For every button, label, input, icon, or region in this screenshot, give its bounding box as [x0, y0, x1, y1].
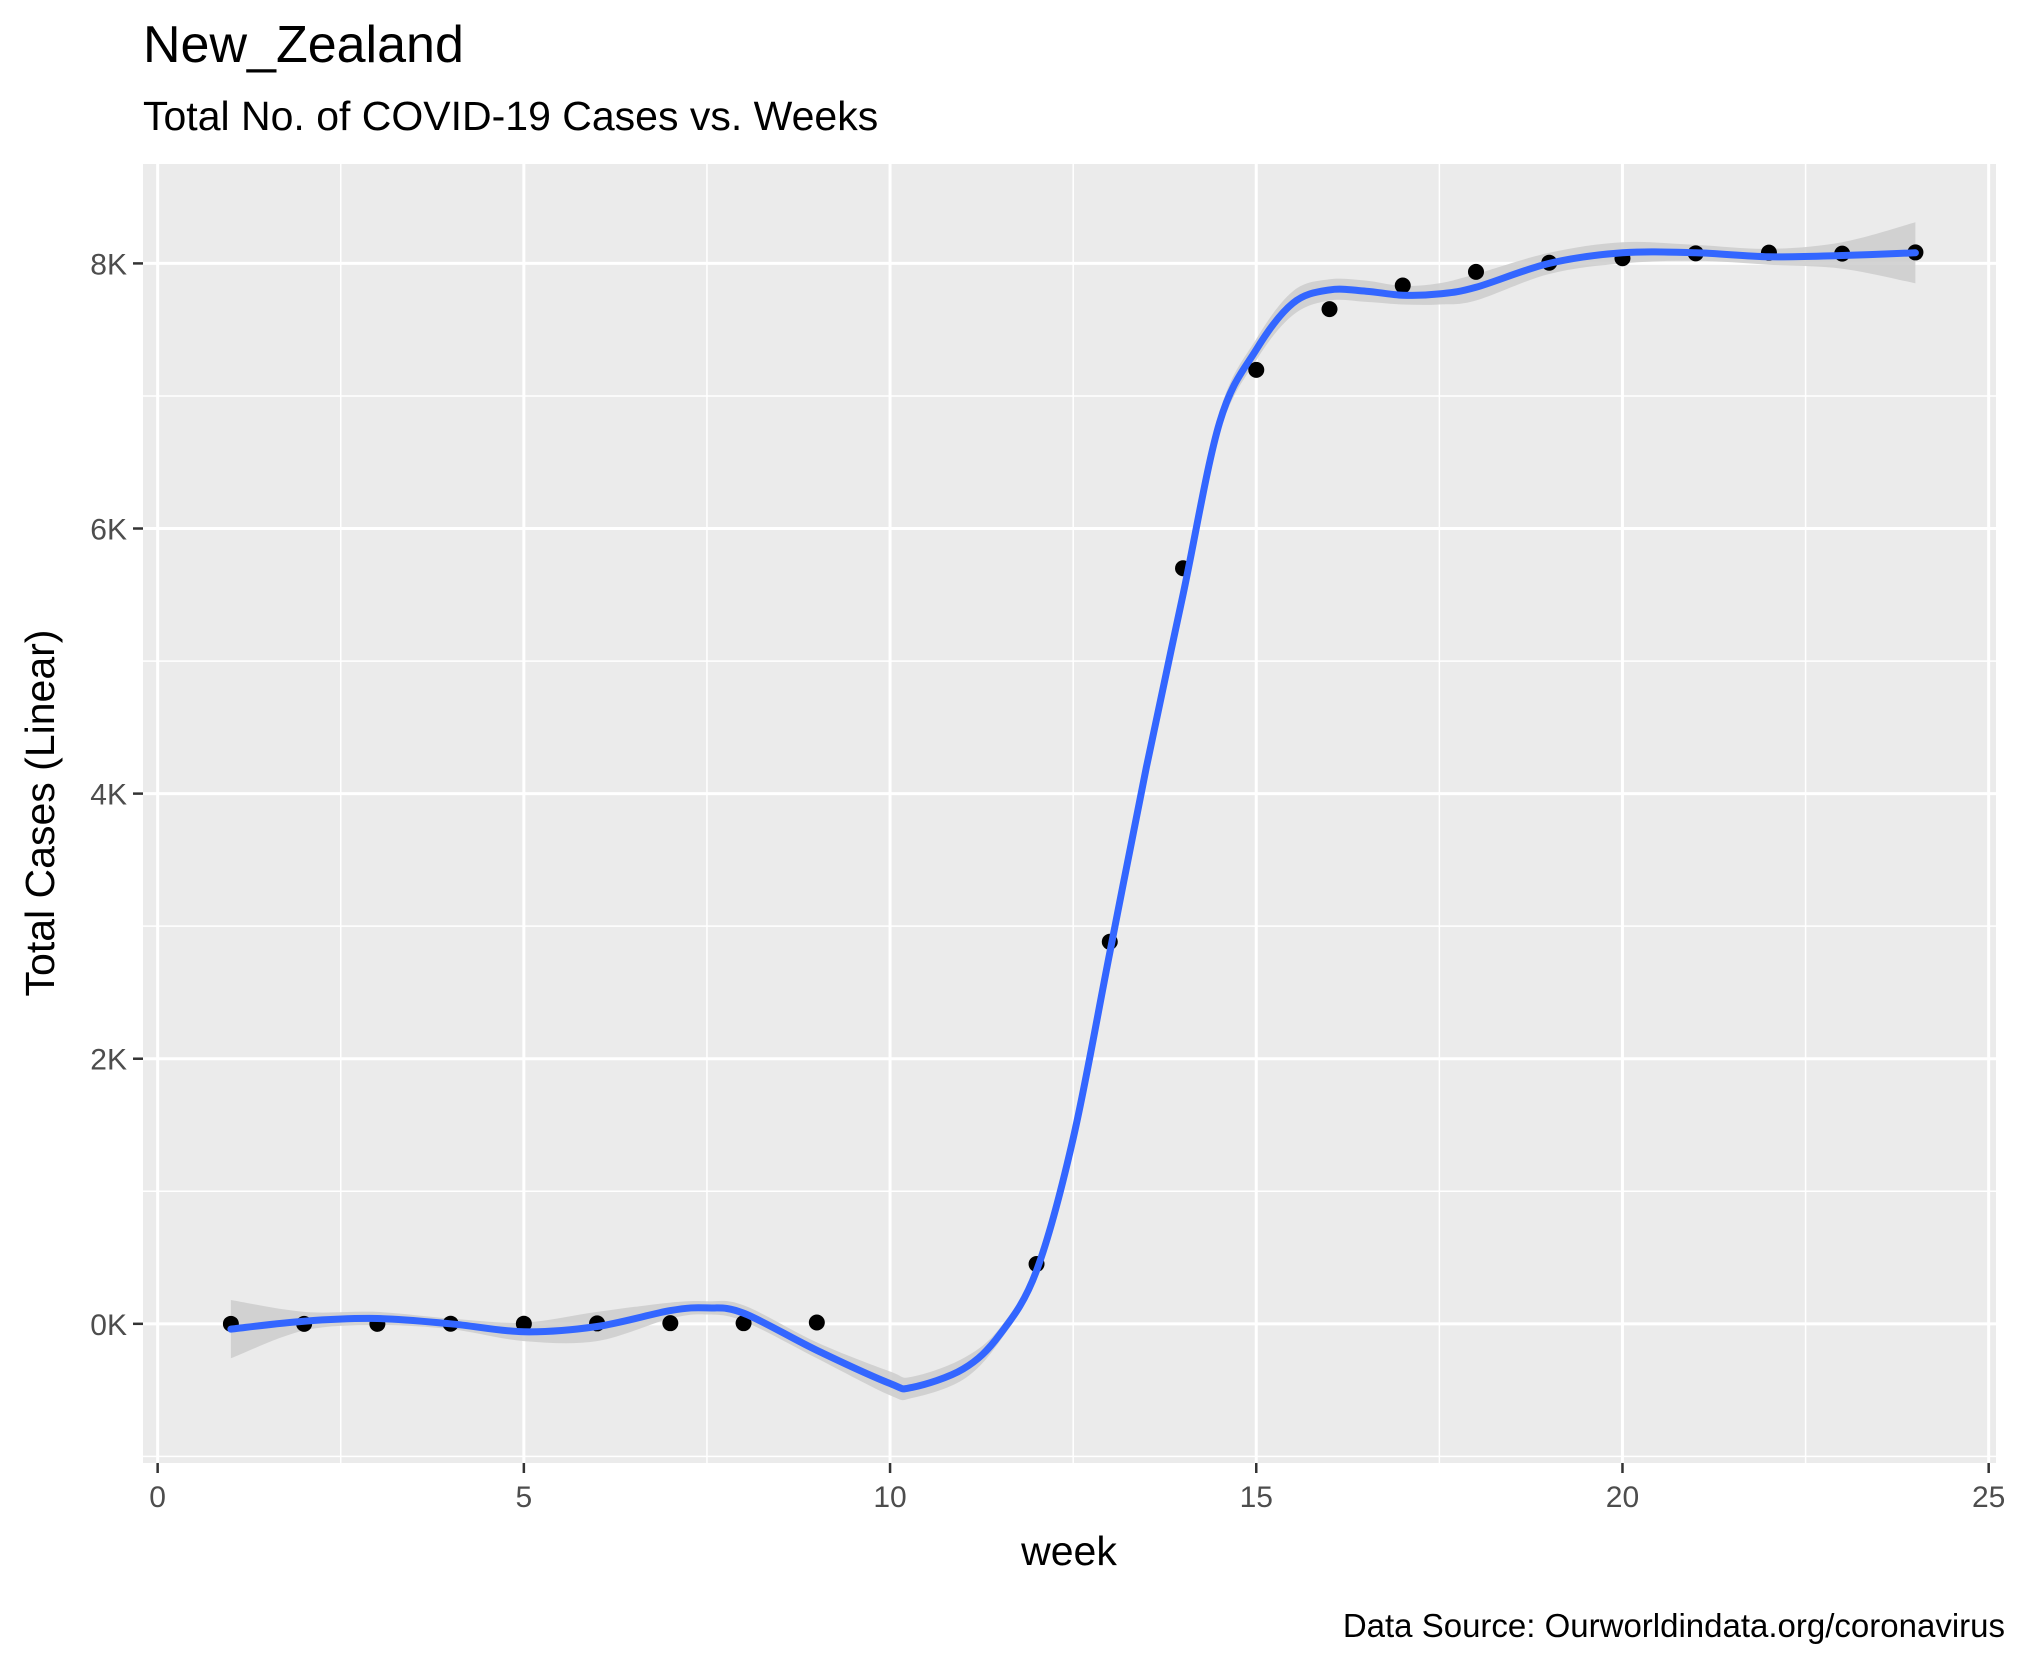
y-tick-label: 2K	[90, 1044, 127, 1077]
y-axis: 0K 2K 4K 6K 8K	[90, 248, 143, 1342]
grid-minor	[143, 164, 1996, 1463]
y-axis-title: Total Cases (Linear)	[17, 630, 63, 997]
chart-subtitle: Total No. of COVID-19 Cases vs. Weeks	[143, 93, 878, 139]
data-point	[1248, 361, 1265, 378]
plot-panel	[143, 164, 1996, 1463]
data-point	[1394, 277, 1411, 294]
x-axis: 0 5 10 15 20 25	[149, 1463, 2005, 1514]
y-tick-label: 8K	[90, 248, 127, 281]
x-tick-label: 20	[1606, 1481, 1639, 1514]
x-tick-label: 5	[516, 1481, 533, 1514]
data-point	[735, 1315, 752, 1332]
x-tick-label: 15	[1240, 1481, 1273, 1514]
chart-title: New_Zealand	[143, 16, 464, 74]
data-point	[1321, 301, 1338, 318]
data-point	[1467, 263, 1484, 280]
x-tick-label: 25	[1972, 1481, 2005, 1514]
data-point	[662, 1315, 679, 1332]
x-axis-title: week	[1020, 1528, 1117, 1574]
data-source-caption: Data Source: Ourworldindata.org/coronavi…	[1343, 1607, 2005, 1644]
x-tick-label: 0	[149, 1481, 166, 1514]
grid-major	[143, 164, 1996, 1463]
data-point	[808, 1314, 825, 1331]
x-tick-label: 10	[873, 1481, 906, 1514]
y-tick-label: 4K	[90, 779, 127, 812]
y-tick-label: 0K	[90, 1309, 127, 1342]
y-tick-label: 6K	[90, 514, 127, 547]
smooth-trend-line	[227, 248, 1919, 1393]
data-point	[515, 1315, 532, 1332]
